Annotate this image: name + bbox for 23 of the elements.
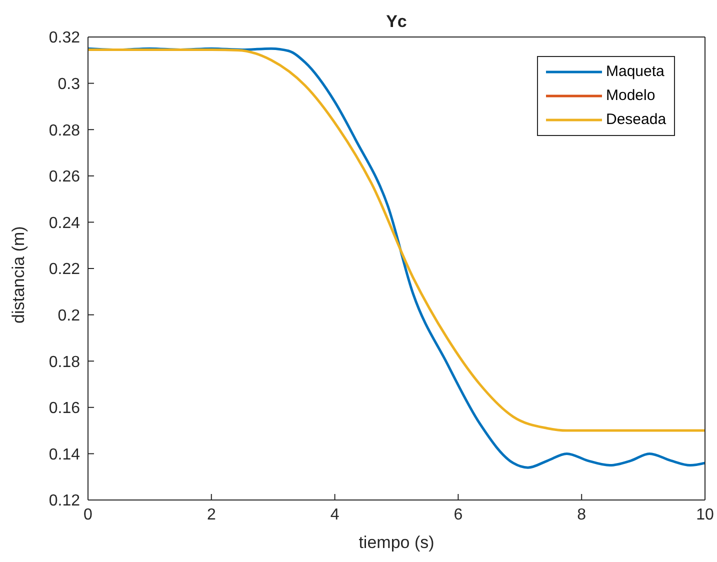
y-tick-label: 0.12 xyxy=(48,492,80,510)
x-tick-label: 8 xyxy=(577,506,586,524)
legend-label: Maqueta xyxy=(606,62,664,82)
legend-label: Modelo xyxy=(606,86,656,106)
x-axis-title: tiempo (s) xyxy=(358,533,434,552)
x-tick-label: 10 xyxy=(696,506,714,524)
x-tick-label: 0 xyxy=(84,506,93,524)
y-tick-label: 0.16 xyxy=(48,400,80,418)
chart-title: Yc xyxy=(385,12,408,32)
y-tick-label: 0.22 xyxy=(48,261,80,278)
x-tick-label: 2 xyxy=(206,506,216,524)
x-tick-label: 6 xyxy=(454,506,463,524)
y-tick-label: 0.26 xyxy=(48,168,80,186)
y-tick-label: 0.2 xyxy=(58,307,80,324)
x-tick-label: 4 xyxy=(330,506,340,524)
y-tick-label: 0.32 xyxy=(48,30,80,47)
y-axis-title: distancia (m) xyxy=(9,226,28,324)
y-tick-label: 0.28 xyxy=(48,122,80,140)
y-tick-label: 0.24 xyxy=(48,214,80,232)
legend-label: Deseada xyxy=(606,110,666,130)
y-tick-label: 0.14 xyxy=(48,446,80,464)
y-tick-label: 0.3 xyxy=(58,76,80,93)
y-tick-label: 0.18 xyxy=(48,354,80,371)
